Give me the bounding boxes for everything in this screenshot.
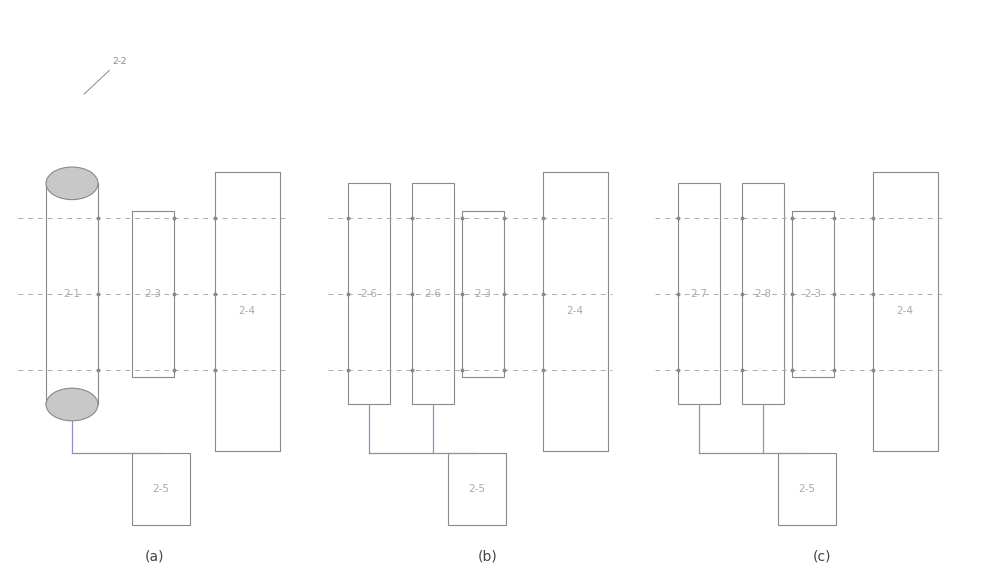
Text: 2-4: 2-4 <box>567 306 584 317</box>
Text: 2-3: 2-3 <box>804 289 822 299</box>
Bar <box>742 183 784 404</box>
Text: (b): (b) <box>478 549 498 563</box>
Bar <box>132 211 174 377</box>
Text: 2-6: 2-6 <box>424 289 442 299</box>
Bar <box>46 183 98 404</box>
Text: 2-3: 2-3 <box>144 289 162 299</box>
Bar <box>132 453 190 525</box>
Ellipse shape <box>46 167 98 200</box>
Bar <box>873 172 938 451</box>
Text: 2-4: 2-4 <box>239 306 256 317</box>
Bar <box>792 211 834 377</box>
Text: 2-8: 2-8 <box>755 289 772 299</box>
Bar <box>215 172 280 451</box>
Text: 2-4: 2-4 <box>896 306 914 317</box>
Bar <box>412 183 454 404</box>
Text: (c): (c) <box>813 549 831 563</box>
Text: (a): (a) <box>145 549 165 563</box>
Text: 2-3: 2-3 <box>475 289 492 299</box>
Text: 2-7: 2-7 <box>691 289 708 299</box>
Bar <box>348 183 390 404</box>
Ellipse shape <box>46 388 98 421</box>
Text: 2-2: 2-2 <box>84 56 126 94</box>
Text: 2-5: 2-5 <box>152 484 170 494</box>
Bar <box>462 211 504 377</box>
Bar <box>778 453 836 525</box>
Text: 2-5: 2-5 <box>469 484 486 494</box>
Bar <box>448 453 506 525</box>
Bar <box>678 183 720 404</box>
Text: 2-5: 2-5 <box>798 484 816 494</box>
Text: 2-6: 2-6 <box>360 289 378 299</box>
Text: 2-1: 2-1 <box>64 289 80 299</box>
Bar <box>543 172 608 451</box>
